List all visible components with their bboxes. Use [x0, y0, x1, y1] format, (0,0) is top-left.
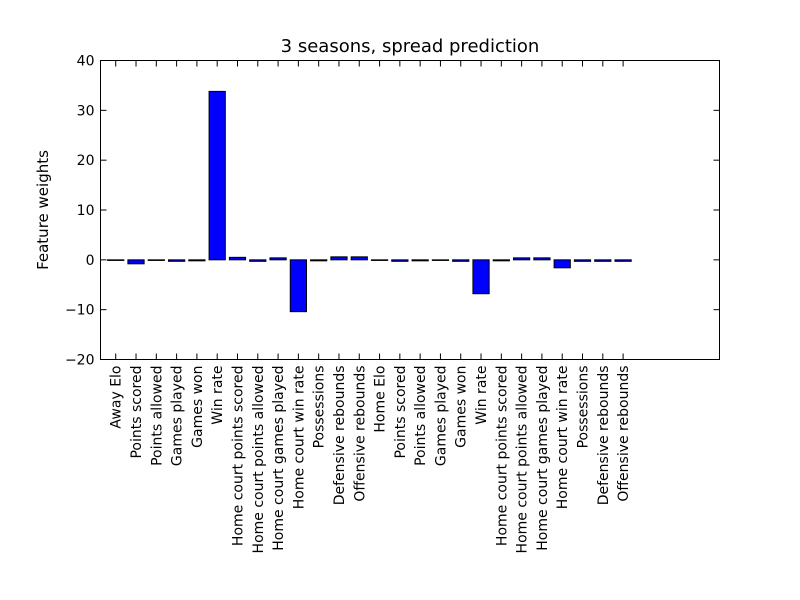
bar — [513, 257, 531, 261]
x-tick-label: Win rate — [210, 366, 226, 425]
chart-title: 3 seasons, spread prediction — [281, 36, 540, 57]
y-tick-label: 20 — [77, 153, 95, 169]
y-axis-label: Feature weights — [34, 150, 52, 270]
x-tick-label: Defensive rebounds — [596, 366, 612, 506]
bar — [594, 259, 612, 262]
bar — [452, 259, 470, 262]
bar — [533, 257, 551, 261]
bar — [249, 259, 267, 262]
bar — [188, 259, 206, 262]
bar — [269, 257, 287, 261]
x-tick-label: Games played — [170, 366, 186, 467]
x-tick-label: Win rate — [474, 366, 490, 425]
bar — [492, 259, 510, 262]
x-tick-label: Home court points scored — [230, 366, 246, 547]
x-tick-label: Points allowed — [413, 366, 429, 466]
bar — [127, 259, 145, 265]
bar — [614, 259, 632, 262]
x-tick-label: Possessions — [576, 366, 592, 449]
bar — [553, 259, 571, 269]
x-tick-label: Points scored — [129, 366, 145, 459]
bar — [350, 256, 368, 261]
x-tick-label: Possessions — [312, 366, 328, 449]
x-tick-label: Home court win rate — [291, 366, 307, 510]
bar — [208, 90, 226, 261]
plot-frame — [100, 60, 720, 360]
x-tick-label: Offensive rebounds — [352, 366, 368, 502]
x-tick-label: Points allowed — [149, 366, 165, 466]
bar — [472, 259, 490, 295]
y-tick-label: −20 — [65, 353, 95, 369]
x-tick-label: Home court points allowed — [515, 366, 531, 554]
y-tick-label: 10 — [77, 203, 95, 219]
x-tick-label: Home court games played — [271, 366, 287, 551]
x-tick-label: Home court win rate — [555, 366, 571, 510]
x-tick-label: Home court points scored — [494, 366, 510, 547]
bar — [411, 259, 429, 262]
y-tick-label: −10 — [65, 303, 95, 319]
bar — [330, 256, 348, 261]
x-tick-label: Games played — [433, 366, 449, 467]
x-tick-label: Games won — [454, 366, 470, 448]
y-axis-ticks: −20 −10 0 10 20 30 40 — [65, 54, 720, 369]
y-tick-label: 40 — [77, 54, 95, 70]
x-tick-label: Offensive rebounds — [616, 366, 632, 502]
bar — [228, 256, 247, 261]
bar — [289, 259, 307, 313]
bar — [310, 259, 328, 262]
y-tick-label: 0 — [86, 253, 95, 269]
bar — [391, 259, 409, 262]
x-tick-label: Home Elo — [373, 366, 389, 433]
x-tick-label: Away Elo — [109, 366, 125, 429]
bar — [107, 259, 125, 261]
bar — [431, 259, 450, 261]
bar — [147, 259, 165, 261]
bars — [107, 90, 632, 313]
y-tick-label: 30 — [77, 103, 95, 119]
x-tick-label: Home court games played — [535, 366, 551, 551]
bar — [370, 259, 389, 261]
x-tick-label: Defensive rebounds — [332, 366, 348, 506]
x-tick-label: Games won — [190, 366, 206, 448]
x-tick-label: Points scored — [393, 366, 409, 459]
bar — [167, 259, 186, 262]
bar — [573, 259, 592, 262]
x-axis-ticks: Away Elo Points scored Points allowed Games… — [109, 60, 632, 554]
x-tick-label: Home court points allowed — [251, 366, 267, 554]
